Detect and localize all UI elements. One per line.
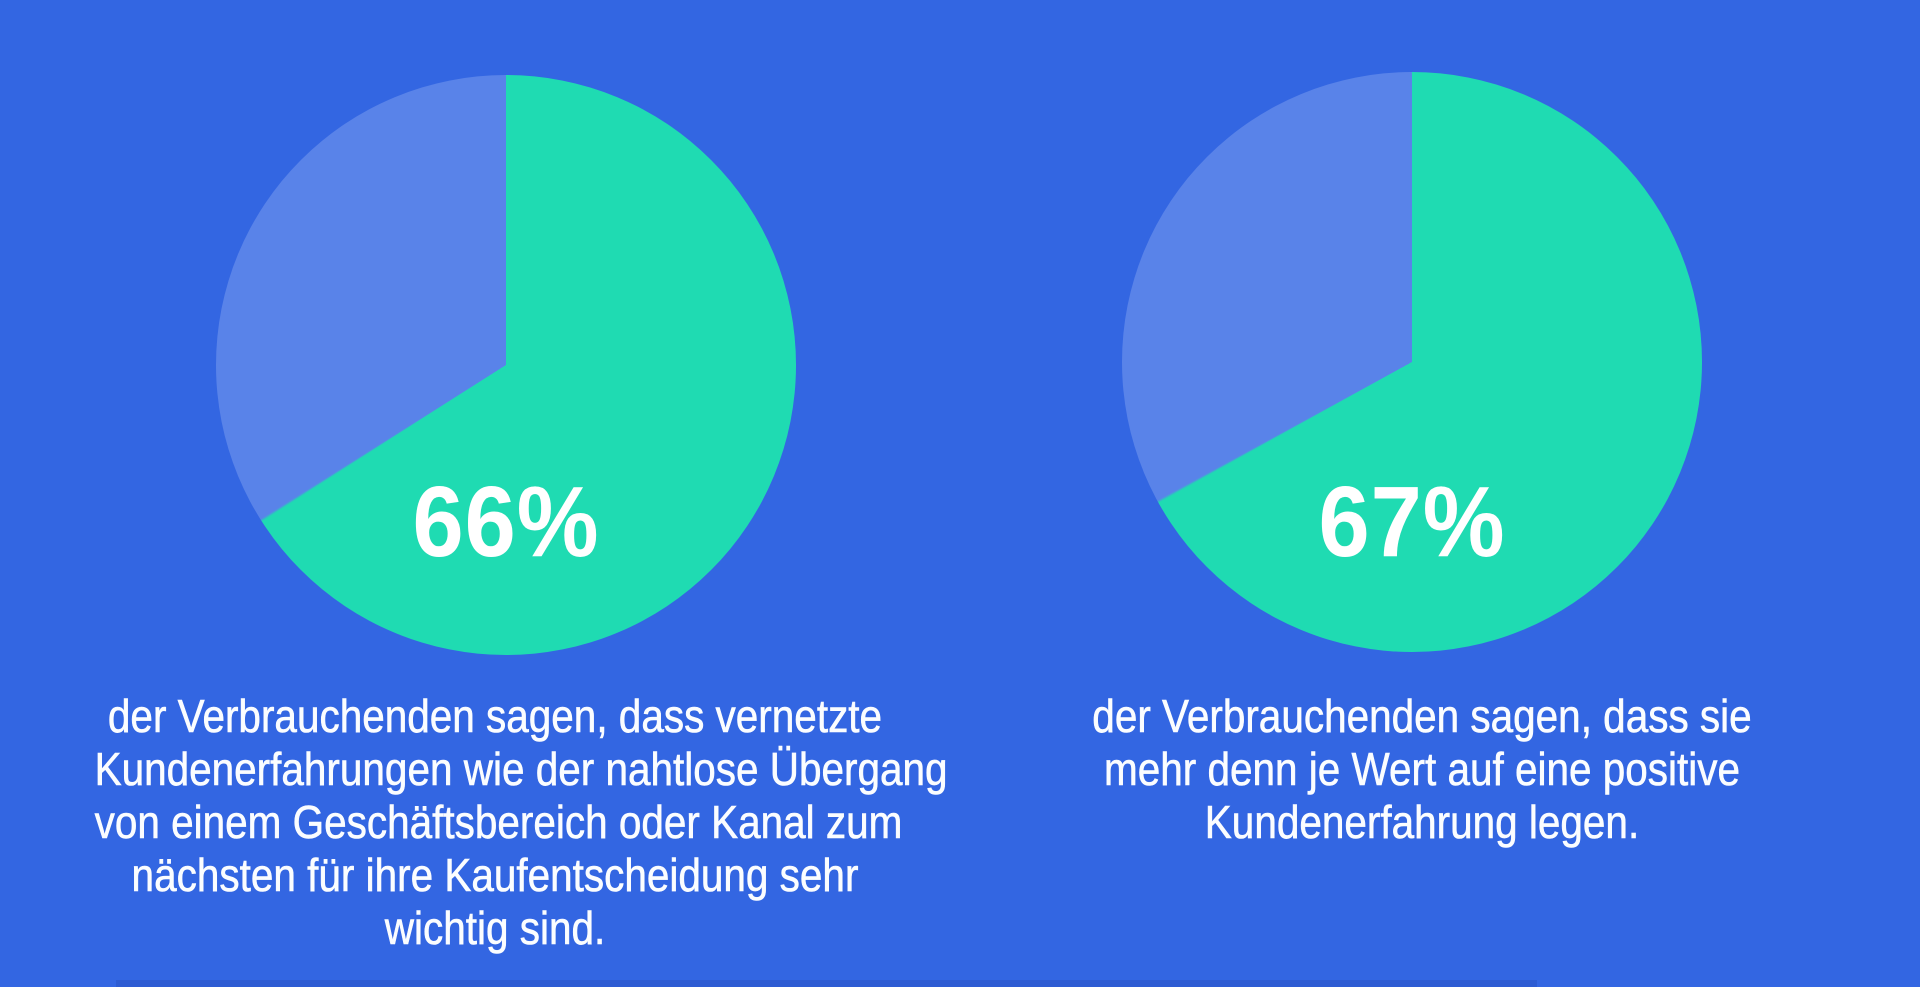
pie-chart-right: 67% [1122, 72, 1702, 652]
pie-caption-left: der Verbrauchenden sagen, dass vernetzte… [94, 690, 948, 955]
caption-line: wichtig sind. [384, 902, 606, 955]
caption-line: der Verbrauchenden sagen, dass vernetzte [107, 690, 883, 743]
bottom-edge-strip [116, 980, 1537, 987]
caption-line: von einem Geschäftsbereich oder Kanal zu… [94, 796, 903, 849]
caption-line: nächsten für ihre Kaufentscheidung sehr [131, 849, 859, 902]
caption-line: Kundenerfahrung legen. [1204, 796, 1640, 849]
caption-line: mehr denn je Wert auf eine positive [1103, 743, 1741, 796]
caption-line: Kundenerfahrungen wie der nahtlose Überg… [94, 743, 948, 796]
pie-chart-left: 66% [216, 75, 796, 655]
pie-percentage-label-right: 67% [1318, 466, 1506, 578]
pie-percentage-label-left: 66% [412, 466, 600, 578]
pie-caption-right: der Verbrauchenden sagen, dass sie mehr d… [1079, 690, 1765, 849]
caption-line: der Verbrauchenden sagen, dass sie [1092, 690, 1752, 743]
